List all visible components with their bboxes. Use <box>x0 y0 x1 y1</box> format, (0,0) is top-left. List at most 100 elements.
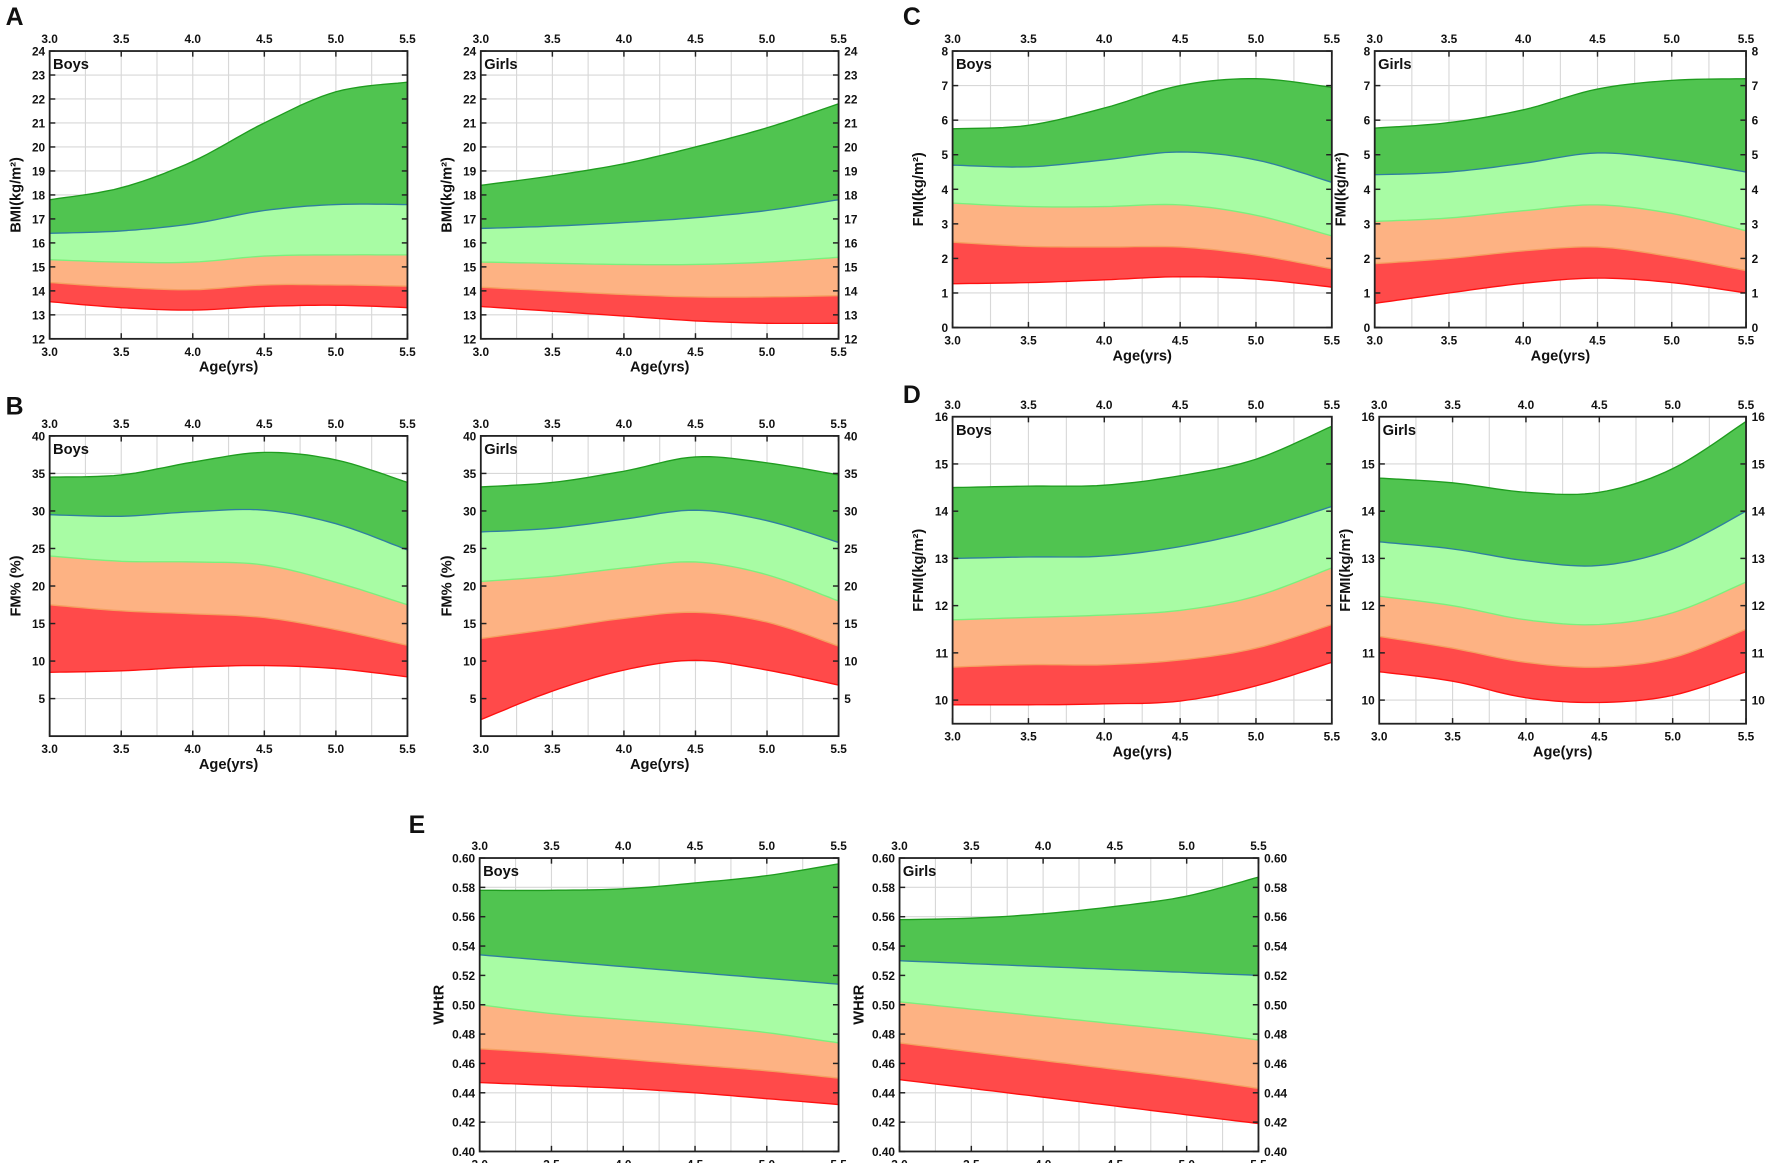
percentile-curve-1 <box>49 664 408 678</box>
x-tick-label-top: 3.0 <box>1371 398 1388 412</box>
x-tick-label-bottom: 3.0 <box>944 730 961 744</box>
percentile-curve-2 <box>49 281 408 291</box>
x-tick-label-bottom: 5.5 <box>1738 333 1755 347</box>
y-tick-label: 25 <box>463 542 477 556</box>
percentile-curve-2 <box>952 623 1333 668</box>
y-tick-label: 0.54 <box>452 940 475 954</box>
y-tick-label: 12 <box>32 332 46 346</box>
y-tick-label: 5 <box>39 692 46 706</box>
y-tick-label: 0.60 <box>872 852 895 866</box>
x-tick-label-top: 3.5 <box>543 839 560 853</box>
x-tick-label-bottom: 5.5 <box>830 1157 847 1163</box>
y-tick-label: 20 <box>463 580 477 594</box>
percentile-band-1 <box>899 1042 1259 1124</box>
y-tick-label: 17 <box>32 212 46 226</box>
y-tick-label-right: 14 <box>1752 505 1766 519</box>
x-tick-label-top: 3.0 <box>944 32 961 46</box>
y-tick-label: 0.58 <box>872 881 895 895</box>
x-tick-label-bottom: 4.5 <box>1589 333 1606 347</box>
y-tick-label: 15 <box>463 260 477 274</box>
y-tick-label: 13 <box>32 308 46 322</box>
percentile-curve-2 <box>480 611 839 647</box>
x-tick-label-bottom: 5.5 <box>830 742 847 756</box>
y-tick-label-right: 15 <box>1752 457 1766 471</box>
x-tick-label-bottom: 5.5 <box>399 345 416 359</box>
x-tick-label-top: 5.5 <box>1738 398 1755 412</box>
y-tick-label: 24 <box>463 45 477 59</box>
x-tick-label-top: 3.5 <box>1444 398 1461 412</box>
x-tick-label-bottom: 4.0 <box>185 742 202 756</box>
x-tick-label-top: 5.0 <box>1248 32 1265 46</box>
y-tick-label: 14 <box>1362 505 1376 519</box>
percentile-curve-3 <box>480 256 839 266</box>
x-tick-label-bottom: 4.0 <box>1518 730 1535 744</box>
y-tick-label: 3 <box>941 217 948 231</box>
y-tick-label: 0.50 <box>452 998 475 1012</box>
x-tick-label-top: 5.0 <box>1664 398 1681 412</box>
y-tick-label: 12 <box>463 332 477 346</box>
x-tick-label-bottom: 4.0 <box>1035 1157 1052 1163</box>
percentile-band-2 <box>899 1001 1259 1089</box>
y-tick-label-right: 0.44 <box>1264 1086 1287 1100</box>
x-tick-label-top: 5.5 <box>399 32 416 46</box>
y-tick-label: 10 <box>935 694 949 708</box>
x-tick-label-bottom: 3.0 <box>891 1157 908 1163</box>
y-tick-label: 19 <box>463 164 477 178</box>
panel-letter: D <box>903 382 921 409</box>
x-tick-label-top: 3.0 <box>944 398 961 412</box>
percentile-band-4 <box>1379 421 1747 567</box>
y-tick-label-right: 16 <box>1752 410 1766 424</box>
x-tick-label-top: 4.0 <box>1035 839 1052 853</box>
y-tick-label-right: 25 <box>844 542 858 556</box>
percentile-curve-5 <box>49 451 408 484</box>
x-tick-label-top: 4.5 <box>1172 398 1189 412</box>
y-axis-label: WHtR <box>851 984 867 1024</box>
y-tick-label: 0.58 <box>452 881 475 895</box>
y-tick-label: 7 <box>941 79 948 93</box>
y-tick-label: 12 <box>1362 599 1376 613</box>
percentile-curve-1 <box>1379 671 1747 704</box>
percentile-band-3 <box>952 151 1332 236</box>
x-tick-label-top: 3.0 <box>471 839 488 853</box>
y-tick-label: 0.46 <box>452 1057 475 1071</box>
y-tick-label-right: 12 <box>844 332 858 346</box>
y-tick-label: 18 <box>463 188 477 202</box>
x-tick-label-bottom: 5.5 <box>1738 730 1755 744</box>
percentile-curve-4 <box>479 954 839 985</box>
x-tick-label-bottom: 5.5 <box>830 345 847 359</box>
x-axis-label: Age(yrs) <box>199 360 259 376</box>
y-tick-label: 25 <box>32 542 46 556</box>
y-tick-label-right: 4 <box>1752 183 1759 197</box>
y-tick-label: 23 <box>32 69 46 83</box>
chart-panel-b-girls: 3.0 3.0 3.5 3.5 4.0 4.0 4.5 4.5 5.0 5.0 5.5 5.5 5 5 10… <box>439 417 857 773</box>
y-tick-label: 15 <box>32 260 46 274</box>
y-tick-label: 0.60 <box>452 852 475 866</box>
percentile-band-1 <box>480 612 839 720</box>
percentile-curve-3 <box>49 254 408 264</box>
y-tick-label: 5 <box>470 692 477 706</box>
x-tick-label-top: 5.0 <box>328 32 345 46</box>
x-tick-label-top: 5.5 <box>1738 32 1755 46</box>
y-tick-label: 22 <box>32 93 46 107</box>
x-tick-label-bottom: 3.5 <box>544 345 561 359</box>
percentile-band-3 <box>952 506 1332 620</box>
x-tick-label-top: 3.5 <box>544 32 561 46</box>
x-tick-label-top: 3.0 <box>473 32 490 46</box>
sex-label: Boys <box>956 423 992 439</box>
y-axis-label: WHtR <box>432 984 448 1024</box>
x-tick-label-bottom: 4.0 <box>616 742 633 756</box>
chart-panel-d-boys: 3.0 3.0 3.5 3.5 4.0 4.0 4.5 4.5 5.0 5.0 5.5 5.5 10 11… <box>911 398 1340 761</box>
x-tick-label-bottom: 4.5 <box>256 345 273 359</box>
x-tick-label-top: 4.0 <box>1096 398 1113 412</box>
x-axis-label: Age(yrs) <box>630 360 690 376</box>
percentile-curve-3 <box>1374 204 1747 232</box>
y-tick-label-right: 15 <box>844 617 858 631</box>
y-axis-label: BMI(kg/m²) <box>8 157 24 233</box>
percentile-curve-1 <box>480 305 839 325</box>
percentile-curve-3 <box>49 555 408 606</box>
x-tick-label-top: 4.5 <box>1591 398 1608 412</box>
chart-panel-d-girls: 3.0 3.0 3.5 3.5 4.0 4.0 4.5 4.5 5.0 5.0 5.5 5.5 10 10… <box>1338 398 1765 761</box>
x-tick-label-top: 4.5 <box>1589 32 1606 46</box>
chart-panel-c-girls: 3.03.03.53.54.04.04.54.55.05.05.55.50 01 1… <box>1333 32 1758 364</box>
